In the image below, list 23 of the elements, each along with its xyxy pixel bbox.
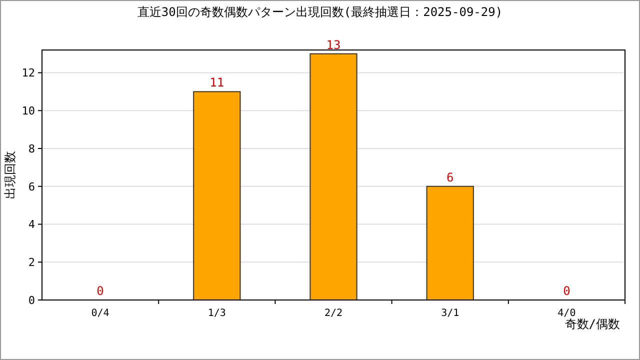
data-label: 13 xyxy=(326,38,341,52)
x-tick-label: 3/1 xyxy=(441,308,460,319)
data-label: 6 xyxy=(446,170,454,184)
y-tick-label: 2 xyxy=(28,256,35,270)
x-tick-label: 4/0 xyxy=(558,308,576,319)
y-tick-label: 10 xyxy=(22,104,35,118)
chart-title: 直近30回の奇数偶数パターン出現回数(最終抽選日：2025-09-29) xyxy=(137,5,503,19)
y-tick-label: 4 xyxy=(28,218,36,232)
bar xyxy=(426,186,474,300)
y-tick-label: 8 xyxy=(28,142,35,156)
bar xyxy=(193,91,241,300)
data-label: 0 xyxy=(563,284,570,298)
y-tick-label: 12 xyxy=(22,66,35,80)
x-tick-label: 1/3 xyxy=(208,308,226,319)
x-tick-label: 2/2 xyxy=(324,308,343,319)
bar xyxy=(310,53,358,300)
data-label: 11 xyxy=(210,76,224,90)
x-axis-title: 奇数/偶数 xyxy=(564,317,620,331)
data-label: 0 xyxy=(96,284,104,298)
y-axis-title: 出現回数 xyxy=(3,151,17,199)
y-tick-label: 6 xyxy=(28,180,35,194)
y-tick-label: 0 xyxy=(28,294,35,307)
x-tick-label: 0/4 xyxy=(91,308,110,319)
